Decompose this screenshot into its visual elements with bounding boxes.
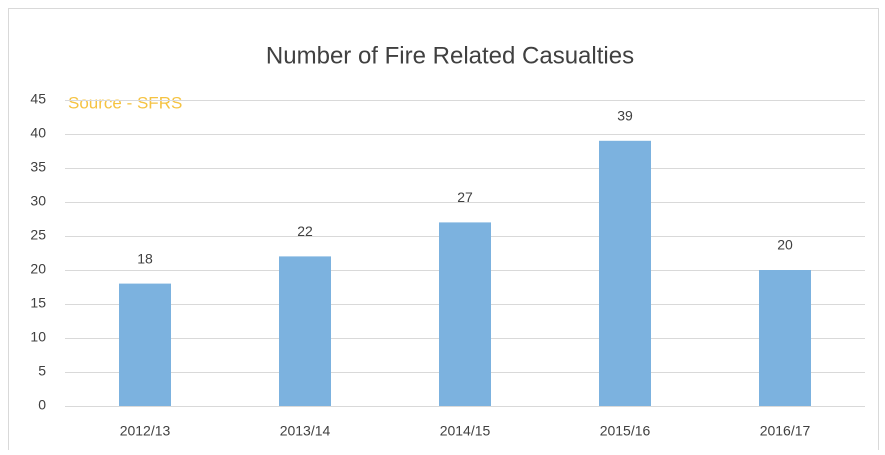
data-label: 22 — [297, 223, 313, 239]
y-tick-label: 15 — [30, 295, 46, 311]
bar — [759, 270, 811, 406]
x-tick-label: 2013/14 — [280, 423, 331, 439]
bar — [279, 256, 331, 406]
data-label: 20 — [777, 237, 793, 253]
bar — [439, 222, 491, 406]
x-tick-label: 2014/15 — [440, 423, 491, 439]
data-label: 27 — [457, 189, 473, 205]
y-tick-label: 45 — [30, 91, 46, 107]
y-tick-label: 35 — [30, 159, 46, 175]
data-label: 18 — [137, 250, 153, 266]
bar — [599, 140, 651, 407]
x-tick-label: 2016/17 — [760, 423, 811, 439]
y-tick-label: 40 — [30, 125, 46, 141]
y-tick-label: 5 — [38, 363, 46, 379]
y-tick-label: 20 — [30, 261, 46, 277]
y-tick-label: 10 — [30, 329, 46, 345]
chart-title: Number of Fire Related Casualties — [266, 42, 634, 69]
data-label: 39 — [617, 108, 633, 124]
x-tick-label: 2015/16 — [600, 423, 651, 439]
annotation: Source - SFRS — [68, 93, 182, 112]
x-tick-label: 2012/13 — [120, 423, 171, 439]
y-tick-label: 30 — [30, 193, 46, 209]
y-tick-label: 0 — [38, 397, 46, 413]
y-tick-label: 25 — [30, 227, 46, 243]
bar — [119, 283, 171, 406]
